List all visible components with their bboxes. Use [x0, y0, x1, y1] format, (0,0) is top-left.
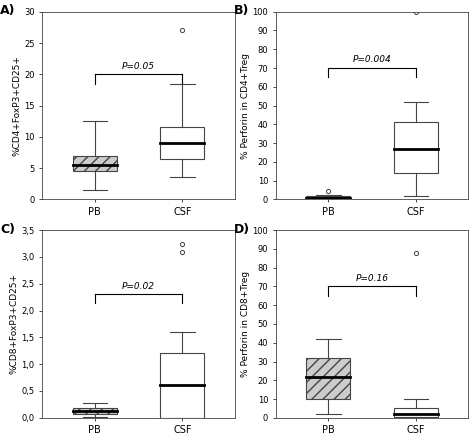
- Bar: [73, 408, 117, 414]
- Y-axis label: %CD4+FoxP3+CD25+: %CD4+FoxP3+CD25+: [12, 55, 21, 156]
- Text: B): B): [233, 4, 249, 17]
- Bar: [307, 358, 350, 399]
- Bar: [161, 127, 204, 159]
- Bar: [394, 408, 438, 417]
- Text: C): C): [0, 223, 15, 235]
- Text: D): D): [233, 223, 250, 235]
- Text: P=0.05: P=0.05: [122, 62, 155, 71]
- Text: P=0.16: P=0.16: [356, 274, 389, 283]
- Bar: [394, 123, 438, 173]
- Text: P=0.02: P=0.02: [122, 282, 155, 291]
- Text: P=0.004: P=0.004: [353, 55, 392, 64]
- Bar: [307, 196, 350, 199]
- Bar: [161, 354, 204, 418]
- Text: A): A): [0, 4, 16, 17]
- Y-axis label: % Perforin in CD8+Treg: % Perforin in CD8+Treg: [241, 271, 250, 377]
- Y-axis label: %CD8+FoxP3+CD25+: %CD8+FoxP3+CD25+: [9, 273, 18, 374]
- Bar: [73, 156, 117, 171]
- Y-axis label: % Perforin in CD4+Treg: % Perforin in CD4+Treg: [241, 52, 250, 159]
